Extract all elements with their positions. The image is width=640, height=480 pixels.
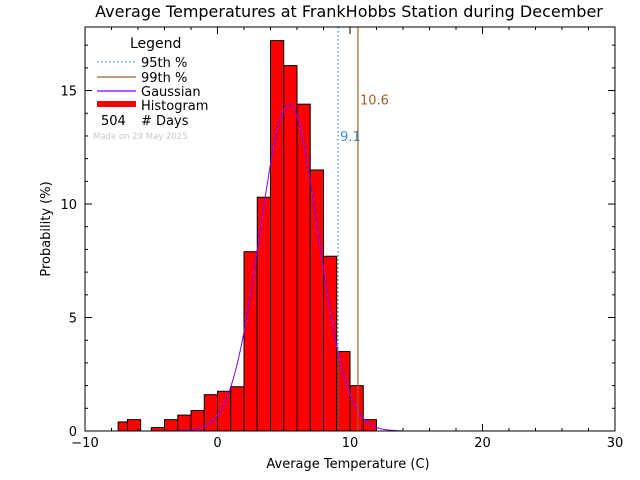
y-axis-label: Probability (%) — [39, 181, 54, 276]
legend-label-histogram: Histogram — [141, 99, 208, 114]
legend-days-label: # Days — [141, 114, 189, 129]
legend-label-95th: 95th % — [141, 56, 187, 71]
x-tick-label: 10 — [342, 436, 359, 451]
y-tick-label: 15 — [60, 85, 77, 100]
x-tick-label: 0 — [213, 436, 221, 451]
histogram-bar-12 — [283, 65, 298, 432]
histogram-bar-5 — [190, 410, 205, 432]
legend-days-count: 504 — [101, 114, 126, 129]
histogram-bar-10 — [256, 196, 271, 432]
x-tick-label: −10 — [71, 436, 98, 451]
histogram-bar-2 — [150, 427, 165, 432]
y-tick-label: 0 — [69, 425, 77, 440]
histogram-bar-1 — [126, 419, 142, 432]
percentile-label-95th: 9.1 — [340, 130, 361, 145]
legend-entry-gaussian: Gaussian — [97, 85, 201, 100]
histogram-bar-4 — [177, 414, 192, 432]
histogram-bar-13 — [296, 103, 311, 432]
legend-entry-days: 504 # Days — [101, 114, 189, 129]
x-tick-label: 30 — [607, 436, 624, 451]
legend-label-gaussian: Gaussian — [141, 85, 201, 100]
made-on-note: Made on 29 May 2025 — [93, 132, 188, 142]
histogram-bar-9 — [243, 251, 258, 432]
histogram-bar-18 — [362, 419, 377, 432]
legend-entry-95th: 95th % — [97, 56, 187, 71]
gaussian-curve — [164, 103, 404, 432]
histogram-bar-8 — [230, 386, 245, 432]
histogram-bar-16 — [336, 351, 351, 432]
x-axis-label: Average Temperature (C) — [266, 457, 429, 472]
legend: Legend 95th % 99th % Gaussian Histogram … — [93, 36, 208, 142]
y-tick-label: 5 — [69, 312, 77, 327]
histogram-bar-3 — [164, 419, 179, 432]
legend-entry-99th: 99th % — [97, 71, 187, 86]
legend-label-99th: 99th % — [141, 71, 187, 86]
percentile-label-99th: 10.6 — [360, 94, 389, 109]
y-tick-label: 10 — [60, 198, 77, 213]
legend-entry-histogram: Histogram — [97, 99, 208, 114]
chart-title: Average Temperatures at FrankHobbs Stati… — [95, 2, 603, 21]
histogram-bar-11 — [270, 40, 285, 432]
legend-swatch-histogram — [97, 101, 136, 107]
legend-title: Legend — [130, 36, 181, 52]
histogram-bar-14 — [309, 169, 324, 432]
x-tick-label: 20 — [474, 436, 491, 451]
